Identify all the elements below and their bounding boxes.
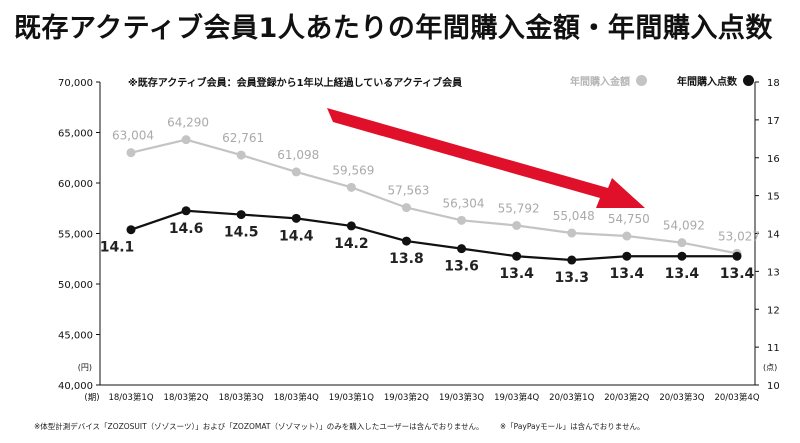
right-tick-label: 12 xyxy=(767,305,780,316)
x-tick-label: 18/03第1Q xyxy=(108,392,153,403)
count-point xyxy=(126,225,136,235)
legend-label-count: 年間購入点数 xyxy=(677,77,737,88)
count-point xyxy=(346,221,356,231)
amount-point xyxy=(401,203,411,213)
amount-point xyxy=(457,215,467,225)
count-data-label: 13.4 xyxy=(499,266,534,282)
left-tick-label: 70,000 xyxy=(58,78,93,89)
amount-point xyxy=(512,221,522,231)
amount-point xyxy=(236,150,246,160)
x-tick-label: 19/03第1Q xyxy=(329,392,374,403)
legend-dot-count-icon xyxy=(743,75,754,86)
count-point xyxy=(291,213,301,223)
amount-data-label: 55,048 xyxy=(553,209,595,223)
x-tick-label: 20/03第4Q xyxy=(714,392,759,403)
footnotes: ※体型計測デバイス「ZOZOSUIT（ゾゾスーツ）」および「ZOZOMAT（ゾゾ… xyxy=(34,421,658,432)
amount-data-label: 54,092 xyxy=(663,219,705,233)
x-tick-label: 18/03第2Q xyxy=(164,392,209,403)
amount-data-label: 55,792 xyxy=(498,202,540,216)
amount-point xyxy=(181,135,191,145)
amount-data-label: 63,004 xyxy=(112,129,154,143)
amount-point xyxy=(291,167,301,177)
footnote-zozosuit: ※体型計測デバイス「ZOZOSUIT（ゾゾスーツ）」および「ZOZOMAT（ゾゾ… xyxy=(34,422,484,431)
x-tick-label: 18/03第4Q xyxy=(274,392,319,403)
right-tick-label: 15 xyxy=(767,192,780,203)
count-data-label: 14.2 xyxy=(334,236,369,252)
left-tick-label: 50,000 xyxy=(58,280,93,291)
amount-data-label: 61,098 xyxy=(277,148,319,162)
left-tick-label: 65,000 xyxy=(58,129,93,140)
amount-data-label: 62,761 xyxy=(222,131,264,145)
x-tick-label: 20/03第1Q xyxy=(549,392,594,403)
count-point xyxy=(677,251,687,261)
amount-point xyxy=(126,148,136,158)
left-tick-label: 40,000 xyxy=(58,381,93,392)
count-point xyxy=(236,210,246,220)
count-data-label: 13.4 xyxy=(665,266,700,282)
member-definition-note: ※既存アクティブ会員：会員登録から1年以上経過しているアクティブ会員 xyxy=(128,78,463,89)
right-tick-label: 17 xyxy=(767,116,780,127)
x-tick-label: 19/03第2Q xyxy=(384,392,429,403)
amount-point xyxy=(346,182,356,192)
right-tick-label: 10 xyxy=(767,381,780,392)
count-series-line xyxy=(130,209,737,262)
right-tick-label: 11 xyxy=(767,343,780,354)
amount-data-label: 64,290 xyxy=(167,116,209,130)
amount-data-label: 57,563 xyxy=(387,184,429,198)
x-tick-label: 19/03第4Q xyxy=(494,392,539,403)
footnote-paypay: ※「PayPayモール」は含んでおりません。 xyxy=(499,422,645,431)
count-point xyxy=(567,255,577,265)
x-tick-label: 18/03第3Q xyxy=(219,392,264,403)
legend-item-count: 年間購入点数 xyxy=(677,73,754,88)
count-point xyxy=(181,206,191,216)
legend-item-amount: 年間購入金額 xyxy=(570,73,647,88)
amount-data-label: 53,027 xyxy=(718,229,760,243)
count-data-label: 13.4 xyxy=(610,266,645,282)
amount-series-line xyxy=(130,138,738,255)
x-tick-label: 20/03第3Q xyxy=(659,392,704,403)
count-point xyxy=(622,251,632,261)
amount-point xyxy=(677,238,687,248)
right-axis-unit: (点) xyxy=(763,363,777,372)
legend-label-amount: 年間購入金額 xyxy=(570,77,630,88)
amount-point xyxy=(567,228,577,238)
right-tick-label: 16 xyxy=(767,154,780,165)
amount-data-label: 54,750 xyxy=(608,212,650,226)
left-tick-label: 45,000 xyxy=(58,331,93,342)
trend-arrow-icon xyxy=(327,108,645,208)
right-tick-label: 13 xyxy=(767,267,780,278)
count-data-label: 13.3 xyxy=(554,270,589,286)
count-data-label: 14.6 xyxy=(169,221,204,237)
count-point xyxy=(401,236,411,246)
period-label: (期) xyxy=(84,393,99,403)
count-data-label: 14.4 xyxy=(279,228,314,244)
amount-data-label: 56,304 xyxy=(443,196,485,210)
left-tick-label: 55,000 xyxy=(58,230,93,241)
count-point xyxy=(457,244,467,254)
x-tick-label: 20/03第2Q xyxy=(604,392,649,403)
count-data-label: 13.8 xyxy=(389,251,424,267)
chart-title: 既存アクティブ会員1人あたりの年間購入金額・年間購入点数 xyxy=(14,13,773,44)
right-tick-label: 14 xyxy=(767,230,780,241)
count-data-label: 14.1 xyxy=(100,240,135,256)
legend-dot-amount-icon xyxy=(636,75,647,86)
left-axis-unit: (円) xyxy=(78,363,92,372)
amount-point xyxy=(622,231,632,241)
amount-data-label: 59,569 xyxy=(332,163,374,177)
count-point xyxy=(512,251,522,261)
left-tick-label: 60,000 xyxy=(58,179,93,190)
count-data-label: 13.6 xyxy=(444,259,479,275)
count-data-label: 14.5 xyxy=(224,225,259,241)
count-data-label: 13.4 xyxy=(720,266,755,282)
x-tick-label: 19/03第3Q xyxy=(439,392,484,403)
count-point xyxy=(732,251,742,261)
right-tick-label: 18 xyxy=(767,78,780,89)
